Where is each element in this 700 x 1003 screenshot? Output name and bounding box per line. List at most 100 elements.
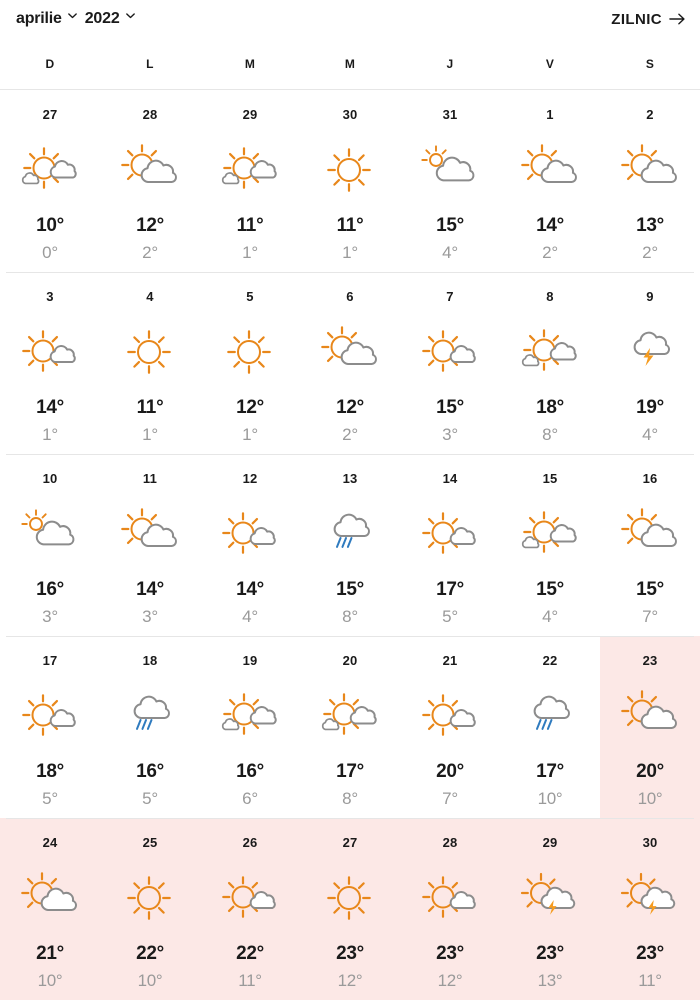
calendar-day-cell[interactable]: 2 13° 2°: [600, 90, 700, 272]
high-temperature: 19°: [636, 397, 664, 418]
calendar-weeks: 27 10° 0° 28 12° 2° 29 11° 1° 30 11° 1° 31 15° 4° 1 14° 2…: [0, 90, 700, 1000]
day-number: 10: [42, 471, 58, 486]
day-number: 17: [42, 653, 58, 668]
calendar-day-cell[interactable]: 19 16° 6°: [200, 636, 300, 818]
partly-sunny-icon: [515, 501, 585, 567]
low-temperature: 10°: [137, 971, 163, 990]
calendar-day-cell[interactable]: 25 22° 10°: [100, 818, 200, 1000]
high-temperature: 14°: [236, 579, 264, 600]
day-number: 13: [342, 471, 358, 486]
calendar-day-cell[interactable]: 29 11° 1°: [200, 90, 300, 272]
high-temperature: 12°: [236, 397, 264, 418]
day-number: 7: [446, 289, 454, 304]
calendar-day-cell[interactable]: 1 14° 2°: [500, 90, 600, 272]
calendar-day-cell[interactable]: 11 14° 3°: [100, 454, 200, 636]
calendar-day-cell[interactable]: 24 21° 10°: [0, 818, 100, 1000]
low-temperature: 7°: [442, 789, 458, 808]
calendar-day-cell[interactable]: 28 12° 2°: [100, 90, 200, 272]
calendar-day-cell[interactable]: 6 12° 2°: [300, 272, 400, 454]
calendar-day-cell[interactable]: 4 11° 1°: [100, 272, 200, 454]
calendar-day-cell[interactable]: 26 22° 11°: [200, 818, 300, 1000]
calendar-day-cell[interactable]: 28 23° 12°: [400, 818, 500, 1000]
high-temperature: 20°: [636, 761, 664, 782]
calendar-day-cell[interactable]: 13 15° 8°: [300, 454, 400, 636]
low-temperature: 1°: [42, 425, 58, 444]
calendar-day-cell[interactable]: 23 20° 10°: [600, 636, 700, 818]
day-number: 2: [646, 107, 654, 122]
high-temperature: 18°: [536, 397, 564, 418]
low-temperature: 0°: [42, 243, 58, 262]
calendar-day-cell[interactable]: 27 10° 0°: [0, 90, 100, 272]
day-number: 14: [442, 471, 458, 486]
calendar-day-cell[interactable]: 16 15° 7°: [600, 454, 700, 636]
calendar-day-cell[interactable]: 10 16° 3°: [0, 454, 100, 636]
low-temperature: 4°: [242, 607, 258, 626]
sun-cloud-icon: [315, 319, 385, 385]
low-temperature: 10°: [37, 971, 63, 990]
month-selector[interactable]: aprilie: [16, 10, 78, 28]
high-temperature: 17°: [436, 579, 464, 600]
day-number: 1: [546, 107, 554, 122]
month-label: aprilie: [16, 10, 62, 27]
partly-sunny-icon: [15, 137, 85, 203]
high-temperature: 16°: [36, 579, 64, 600]
year-selector[interactable]: 2022: [85, 10, 136, 28]
calendar-week-row: 3 14° 1° 4 11° 1° 5 12° 1° 6 12° 2° 7 15° 3° 8 18° 8° 9 19°…: [0, 272, 700, 454]
high-temperature: 11°: [336, 215, 364, 236]
sun-smallcloud-icon: [15, 683, 85, 749]
calendar-day-cell[interactable]: 21 20° 7°: [400, 636, 500, 818]
low-temperature: 1°: [242, 243, 258, 262]
low-temperature: 8°: [342, 789, 358, 808]
calendar-day-cell[interactable]: 15 15° 4°: [500, 454, 600, 636]
day-number: 5: [246, 289, 254, 304]
calendar-day-cell[interactable]: 14 17° 5°: [400, 454, 500, 636]
high-temperature: 18°: [36, 761, 64, 782]
weekday-label: S: [645, 56, 655, 71]
day-number: 29: [542, 835, 558, 850]
partly-sunny-icon: [315, 683, 385, 749]
low-temperature: 2°: [142, 243, 158, 262]
low-temperature: 4°: [542, 607, 558, 626]
day-number: 15: [542, 471, 558, 486]
high-temperature: 14°: [536, 215, 564, 236]
high-temperature: 12°: [136, 215, 164, 236]
calendar-day-cell[interactable]: 7 15° 3°: [400, 272, 500, 454]
calendar-day-cell[interactable]: 18 16° 5°: [100, 636, 200, 818]
weekday-label: L: [146, 56, 154, 71]
day-number: 12: [242, 471, 258, 486]
calendar-day-cell[interactable]: 20 17° 8°: [300, 636, 400, 818]
sunny-icon: [215, 319, 285, 385]
calendar-day-cell[interactable]: 8 18° 8°: [500, 272, 600, 454]
calendar-day-cell[interactable]: 29 23° 13°: [500, 818, 600, 1000]
low-temperature: 1°: [342, 243, 358, 262]
calendar-day-cell[interactable]: 27 23° 12°: [300, 818, 400, 1000]
high-temperature: 15°: [336, 579, 364, 600]
high-temperature: 21°: [36, 943, 64, 964]
partly-sunny-icon: [215, 683, 285, 749]
day-number: 6: [346, 289, 354, 304]
sun-smallcloud-icon: [15, 319, 85, 385]
daily-view-link[interactable]: ZILNIC: [611, 11, 686, 28]
calendar-day-cell[interactable]: 3 14° 1°: [0, 272, 100, 454]
partly-sunny-icon: [515, 319, 585, 385]
calendar-day-cell[interactable]: 17 18° 5°: [0, 636, 100, 818]
day-number: 3: [46, 289, 54, 304]
calendar-day-cell[interactable]: 30 11° 1°: [300, 90, 400, 272]
low-temperature: 6°: [242, 789, 258, 808]
day-number: 27: [42, 107, 58, 122]
thunderstorm-icon: [615, 319, 685, 385]
calendar-day-cell[interactable]: 22 17° 10°: [500, 636, 600, 818]
calendar-day-cell[interactable]: 31 15° 4°: [400, 90, 500, 272]
calendar-day-cell[interactable]: 9 19° 4°: [600, 272, 700, 454]
calendar-day-cell[interactable]: 30 23° 11°: [600, 818, 700, 1000]
high-temperature: 23°: [436, 943, 464, 964]
high-temperature: 22°: [236, 943, 264, 964]
day-number: 29: [242, 107, 258, 122]
calendar-day-cell[interactable]: 12 14° 4°: [200, 454, 300, 636]
day-number: 11: [142, 471, 158, 486]
day-number: 9: [646, 289, 654, 304]
calendar-day-cell[interactable]: 5 12° 1°: [200, 272, 300, 454]
sun-smallcloud-icon: [215, 865, 285, 931]
low-temperature: 8°: [342, 607, 358, 626]
sun-cloud-icon: [615, 501, 685, 567]
